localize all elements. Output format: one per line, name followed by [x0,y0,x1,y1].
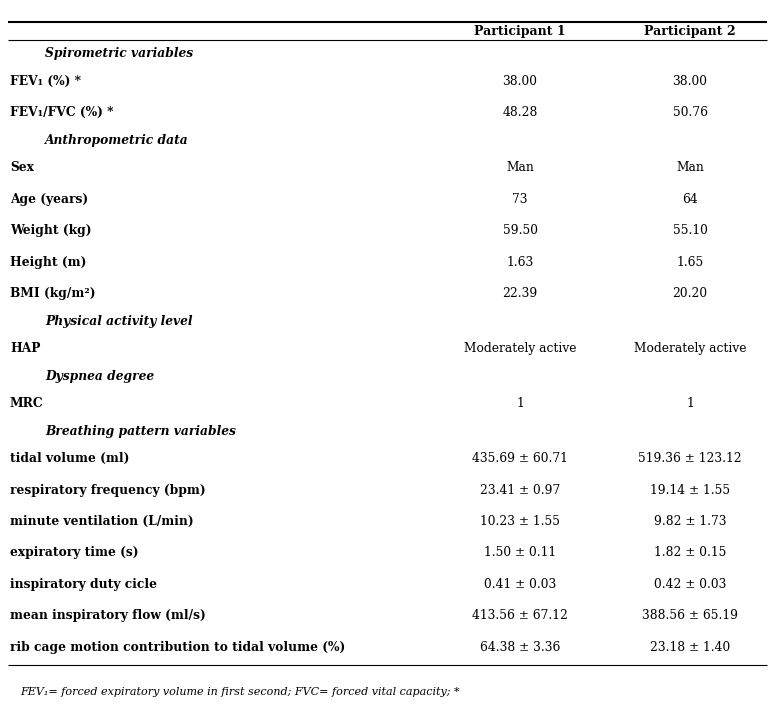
Text: FEV₁ (%) *: FEV₁ (%) * [10,75,81,88]
Text: Participant 2: Participant 2 [644,24,735,37]
Text: Height (m): Height (m) [10,256,86,269]
Text: 19.14 ± 1.55: 19.14 ± 1.55 [650,484,730,497]
Text: Dyspnea degree: Dyspnea degree [45,369,154,382]
Text: 388.56 ± 65.19: 388.56 ± 65.19 [642,609,738,622]
Text: respiratory frequency (bpm): respiratory frequency (bpm) [10,484,205,497]
Text: inspiratory duty cicle: inspiratory duty cicle [10,578,157,591]
Text: Physical activity level: Physical activity level [45,315,192,328]
Text: FEV₁= forced expiratory volume in first second; FVC= forced vital capacity; *: FEV₁= forced expiratory volume in first … [20,687,460,697]
Text: 1.63: 1.63 [506,256,534,269]
Text: 0.42 ± 0.03: 0.42 ± 0.03 [654,578,726,591]
Text: 413.56 ± 67.12: 413.56 ± 67.12 [472,609,568,622]
Text: 1.50 ± 0.11: 1.50 ± 0.11 [484,546,556,559]
Text: 435.69 ± 60.71: 435.69 ± 60.71 [472,452,568,465]
Text: Breathing pattern variables: Breathing pattern variables [45,425,236,438]
Text: Age (years): Age (years) [10,193,88,206]
Text: 20.20: 20.20 [673,287,708,300]
Text: 73: 73 [512,193,528,206]
Text: 59.50: 59.50 [502,224,538,237]
Text: BMI (kg/m²): BMI (kg/m²) [10,287,95,300]
Text: 9.82 ± 1.73: 9.82 ± 1.73 [654,515,726,528]
Text: 55.10: 55.10 [673,224,708,237]
Text: FEV₁/FVC (%) *: FEV₁/FVC (%) * [10,107,113,120]
Text: 10.23 ± 1.55: 10.23 ± 1.55 [480,515,560,528]
Text: 48.28: 48.28 [502,107,538,120]
Text: 1: 1 [516,397,524,410]
Text: Sex: Sex [10,161,34,174]
Text: 38.00: 38.00 [502,75,538,88]
Text: Man: Man [506,161,534,174]
Text: Spirometric variables: Spirometric variables [45,48,193,60]
Text: minute ventilation (L/min): minute ventilation (L/min) [10,515,194,528]
Text: mean inspiratory flow (ml/s): mean inspiratory flow (ml/s) [10,609,205,622]
Text: expiratory time (s): expiratory time (s) [10,546,139,559]
Text: Weight (kg): Weight (kg) [10,224,91,237]
Text: 23.41 ± 0.97: 23.41 ± 0.97 [480,484,560,497]
Text: 64: 64 [682,193,698,206]
Text: Anthropometric data: Anthropometric data [45,134,189,147]
Text: HAP: HAP [10,342,40,355]
Text: 519.36 ± 123.12: 519.36 ± 123.12 [638,452,742,465]
Text: 1.82 ± 0.15: 1.82 ± 0.15 [654,546,726,559]
Text: 0.41 ± 0.03: 0.41 ± 0.03 [484,578,556,591]
Text: 1.65: 1.65 [677,256,704,269]
Text: Participant 1: Participant 1 [474,24,566,37]
Text: Man: Man [676,161,704,174]
Text: 22.39: 22.39 [502,287,538,300]
Text: rib cage motion contribution to tidal volume (%): rib cage motion contribution to tidal vo… [10,641,345,654]
Text: Moderately active: Moderately active [634,342,746,355]
Text: 64.38 ± 3.36: 64.38 ± 3.36 [480,641,560,654]
Text: Moderately active: Moderately active [463,342,577,355]
Text: 1: 1 [686,397,694,410]
Text: 50.76: 50.76 [673,107,708,120]
Text: MRC: MRC [10,397,43,410]
Text: 38.00: 38.00 [673,75,708,88]
Text: 23.18 ± 1.40: 23.18 ± 1.40 [650,641,730,654]
Text: tidal volume (ml): tidal volume (ml) [10,452,129,465]
